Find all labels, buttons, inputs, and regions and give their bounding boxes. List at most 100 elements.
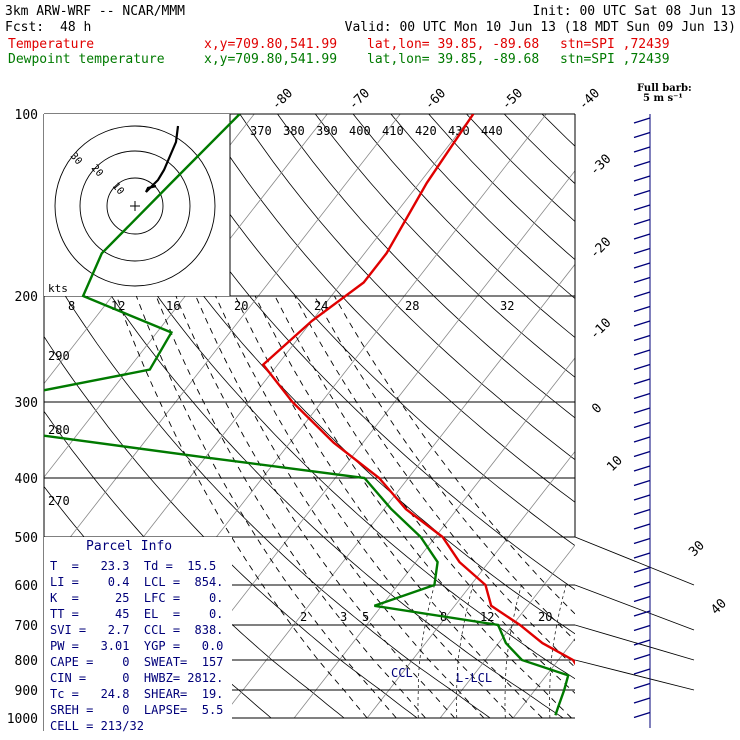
parcel-row: LI = 0.4 LCL = 854. (50, 575, 224, 589)
pressure-label: 300 (15, 396, 38, 411)
wind-barb (633, 610, 651, 617)
temperature-tick-label: 0 (589, 401, 605, 417)
hodograph-trace (145, 125, 180, 193)
mixing-ratio-line (456, 584, 474, 719)
wind-barb (633, 523, 651, 530)
parcel-row: SVI = 2.7 CCL = 838. (50, 623, 224, 637)
dewpoint-legend: Dewpoint temperature (8, 52, 165, 67)
isotherm-line (220, 263, 575, 719)
pressure-label: 200 (15, 290, 38, 305)
moist-adiabat-line (294, 295, 575, 668)
dry-adiabat-line (239, 114, 575, 461)
wind-barb (633, 595, 651, 603)
dry-adiabat-line (655, 114, 740, 718)
wind-barb (633, 378, 651, 385)
wind-barb (633, 566, 651, 574)
temperature-tick-label: -80 (269, 86, 296, 113)
moist-adiabat-line (314, 295, 575, 642)
temperature-tick-label: -10 (587, 316, 614, 343)
temperature-tick-label: -50 (499, 86, 526, 113)
wind-barb (633, 653, 651, 661)
parcel-row: CIN = 0 HWBZ= 2812. (50, 671, 224, 685)
mixing-ratio-label: 2 (300, 610, 307, 624)
mixing-ratio-label: 32 (500, 299, 514, 313)
dry-adiabat-line (163, 114, 575, 547)
pressure-label: 700 (15, 619, 38, 634)
wind-barb (633, 479, 651, 487)
wind-barb (633, 552, 651, 559)
forecast-hour: 48 h (60, 20, 92, 35)
wind-barb (633, 711, 651, 719)
wind-barb (633, 320, 651, 327)
theta-label: 290 (48, 349, 70, 363)
wind-barb (633, 131, 651, 139)
theta-label: 410 (382, 124, 404, 138)
pressure-label: 800 (15, 654, 38, 669)
wind-barb (633, 189, 651, 197)
pressure-label: 900 (15, 684, 38, 699)
wind-barb (633, 363, 651, 371)
dry-adiabat-line (314, 114, 575, 378)
isotherm-line (293, 357, 575, 719)
wind-barb (633, 465, 651, 472)
wind-barb (633, 204, 651, 211)
parcel-info-title: Parcel Info (86, 539, 173, 554)
hodograph-ring (54, 125, 216, 287)
wind-barb (633, 537, 651, 545)
model-title: 3km ARW-WRF -- NCAR/MMM (5, 4, 186, 19)
dry-adiabat-line (503, 114, 575, 185)
temperature-tick-label: 40 (708, 596, 730, 618)
isobar-extension-line (574, 536, 695, 586)
wind-barb (633, 305, 651, 313)
isotherm-line (732, 114, 740, 718)
wind-barb (633, 218, 651, 226)
temperature-tick-label: 30 (686, 538, 708, 560)
pressure-label: 100 (15, 108, 38, 123)
parcel-row: T = 23.3 Td = 15.5 (50, 559, 217, 573)
theta-label: 440 (481, 124, 503, 138)
theta-label: 380 (283, 124, 305, 138)
mixing-ratio-line (549, 584, 567, 719)
valid-time: Valid: 00 UTC Mon 10 Jun 13 (18 MDT Sun … (344, 20, 736, 35)
temperature-tick-label: -20 (587, 235, 614, 262)
mixing-ratio-line (588, 585, 605, 718)
dry-adiabat-line (580, 114, 740, 718)
parcel-info-panel: Parcel Info T = 23.3 Td = 15.5 LI = 0.4 … (44, 537, 232, 733)
wind-barb (633, 349, 651, 356)
moist-adiabat-line (274, 295, 575, 694)
theta-label: 370 (250, 124, 272, 138)
barb-legend-line2: 5 m s⁻¹ (643, 93, 683, 104)
mixing-ratio-line (417, 584, 435, 719)
wind-barb (633, 291, 651, 298)
theta-label: 270 (48, 494, 70, 508)
parcel-row: Tc = 24.8 SHEAR= 19. (50, 687, 224, 701)
dry-adiabat-line (541, 114, 575, 147)
temperature-tick-label: -70 (346, 86, 373, 113)
wind-barb (633, 697, 651, 704)
mixing-ratio-line (637, 585, 654, 718)
isotherm-line (44, 114, 328, 478)
pressure-label: 400 (15, 472, 38, 487)
wind-barb (633, 262, 651, 269)
isotherm-line (439, 544, 575, 719)
wind-barb (633, 146, 651, 153)
mixing-ratio-label: 20 (538, 610, 552, 624)
wind-barb (633, 117, 651, 124)
wind-barb (633, 392, 651, 400)
dry-adiabat-line (126, 114, 575, 591)
wind-barb (633, 450, 651, 458)
moist-adiabat-line (195, 295, 485, 719)
dewpoint-latlon: lat,lon= 39.85, -89.68 (367, 52, 540, 67)
wind-barb (633, 639, 651, 646)
dry-adiabat-line (618, 114, 740, 718)
mixing-ratio-label: 3 (340, 610, 347, 624)
wind-barb (633, 276, 651, 284)
wind-barb (633, 247, 651, 255)
hodograph-background (44, 114, 230, 296)
parcel-row: TT = 45 EL = 0. (50, 607, 224, 621)
isotherm-line (659, 114, 740, 718)
pressure-label: 1000 (7, 712, 38, 727)
temperature-tick-label: -40 (576, 86, 603, 113)
isotherm-line (44, 114, 401, 572)
